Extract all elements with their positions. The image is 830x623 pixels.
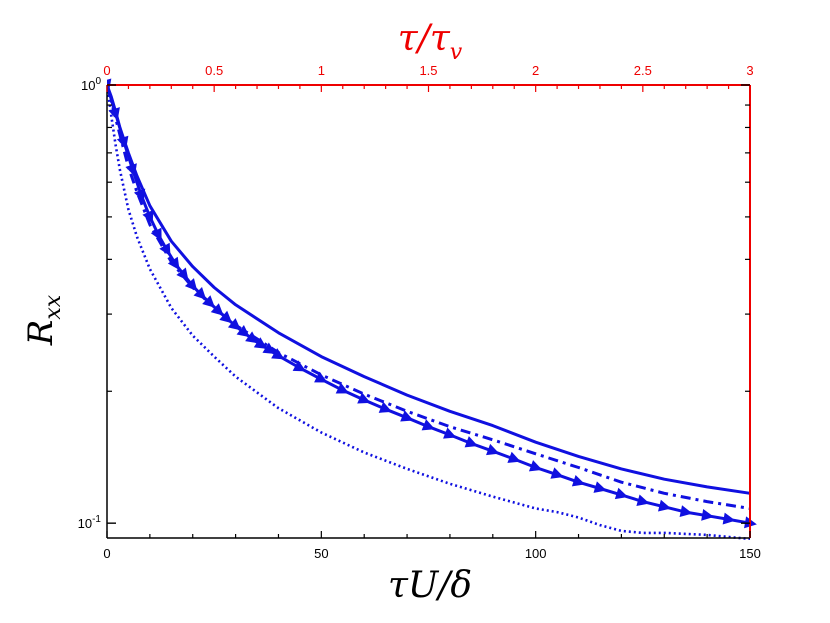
top-tick-label: 1.5 <box>419 63 437 78</box>
top-axis-title: τ/τv <box>398 18 463 65</box>
triangle-marker <box>159 242 171 257</box>
y-tick-label: 100 <box>81 76 101 93</box>
y-axis-title-main: R <box>21 320 61 347</box>
triangle-marker <box>202 295 215 308</box>
triangle-marker <box>107 78 112 92</box>
series-layer <box>107 78 757 540</box>
triangle-marker <box>184 278 198 292</box>
triangle-marker <box>262 342 276 355</box>
triangle-marker <box>292 360 307 372</box>
triangle-marker <box>571 474 586 487</box>
y-tick-label-base: 10 <box>78 516 92 531</box>
top-axis-title-subscript: v <box>450 40 463 65</box>
triangle-marker <box>176 267 189 281</box>
triangle-marker <box>486 443 500 456</box>
x-tick-label: 100 <box>525 546 547 561</box>
y-tick-label-base: 10 <box>81 78 95 93</box>
triangle-marker <box>636 494 650 507</box>
triangle-marker <box>722 512 736 525</box>
x-tick-label: 150 <box>739 546 761 561</box>
triangle-marker <box>701 508 714 521</box>
triangle-marker <box>150 227 162 242</box>
top-tick-label: 0 <box>103 63 110 78</box>
triangle-marker <box>125 163 137 177</box>
triangle-marker <box>593 481 607 493</box>
triangle-marker <box>443 427 457 439</box>
triangle-marker <box>335 382 350 394</box>
x-axis-title: τU/δ <box>388 565 472 606</box>
triangle-marker <box>245 331 259 344</box>
series-group <box>107 78 757 540</box>
plot-frame <box>106 84 751 539</box>
triangle-marker <box>236 324 250 338</box>
top-tick-label: 0.5 <box>205 63 223 78</box>
series-line-1-solid <box>107 84 751 495</box>
y-tick-label-exponent: -1 <box>92 514 101 525</box>
x-tick-label: 0 <box>103 546 110 561</box>
triangle-marker <box>133 188 146 202</box>
triangle-marker <box>357 392 371 404</box>
x-tick-label: 50 <box>314 546 328 561</box>
top-axis-title-main: τ/τ <box>398 18 451 59</box>
triangle-marker <box>167 256 180 270</box>
y-tick-label: 10-1 <box>78 514 102 531</box>
triangle-marker <box>219 310 233 324</box>
triangle-marker <box>271 348 285 360</box>
series-line-4-dotted <box>107 84 751 540</box>
triangle-marker <box>142 209 154 224</box>
triangle-marker <box>658 499 672 512</box>
triangle-marker <box>679 505 693 517</box>
triangle-marker <box>193 287 207 300</box>
top-tick-label: 2 <box>532 63 539 78</box>
triangle-marker <box>421 419 435 431</box>
y-tick-label-exponent: 0 <box>95 76 101 87</box>
y-axis-title-subscript: xx <box>41 294 66 319</box>
triangle-marker <box>253 337 268 349</box>
top-tick-label: 1 <box>318 63 325 78</box>
triangle-marker <box>464 436 478 448</box>
top-tick-label: 3 <box>746 63 753 78</box>
top-tick-label: 2.5 <box>634 63 652 78</box>
y-axis-title: Rxx <box>21 294 66 346</box>
triangle-marker <box>227 318 242 331</box>
triangle-marker <box>314 371 328 383</box>
triangle-marker <box>210 303 224 316</box>
triangle-marker <box>507 451 521 463</box>
triangle-marker <box>614 487 629 500</box>
triangle-marker <box>116 135 129 149</box>
triangle-marker <box>550 467 564 479</box>
triangle-marker <box>378 401 393 413</box>
triangle-marker <box>400 410 414 422</box>
triangle-marker <box>528 460 543 472</box>
